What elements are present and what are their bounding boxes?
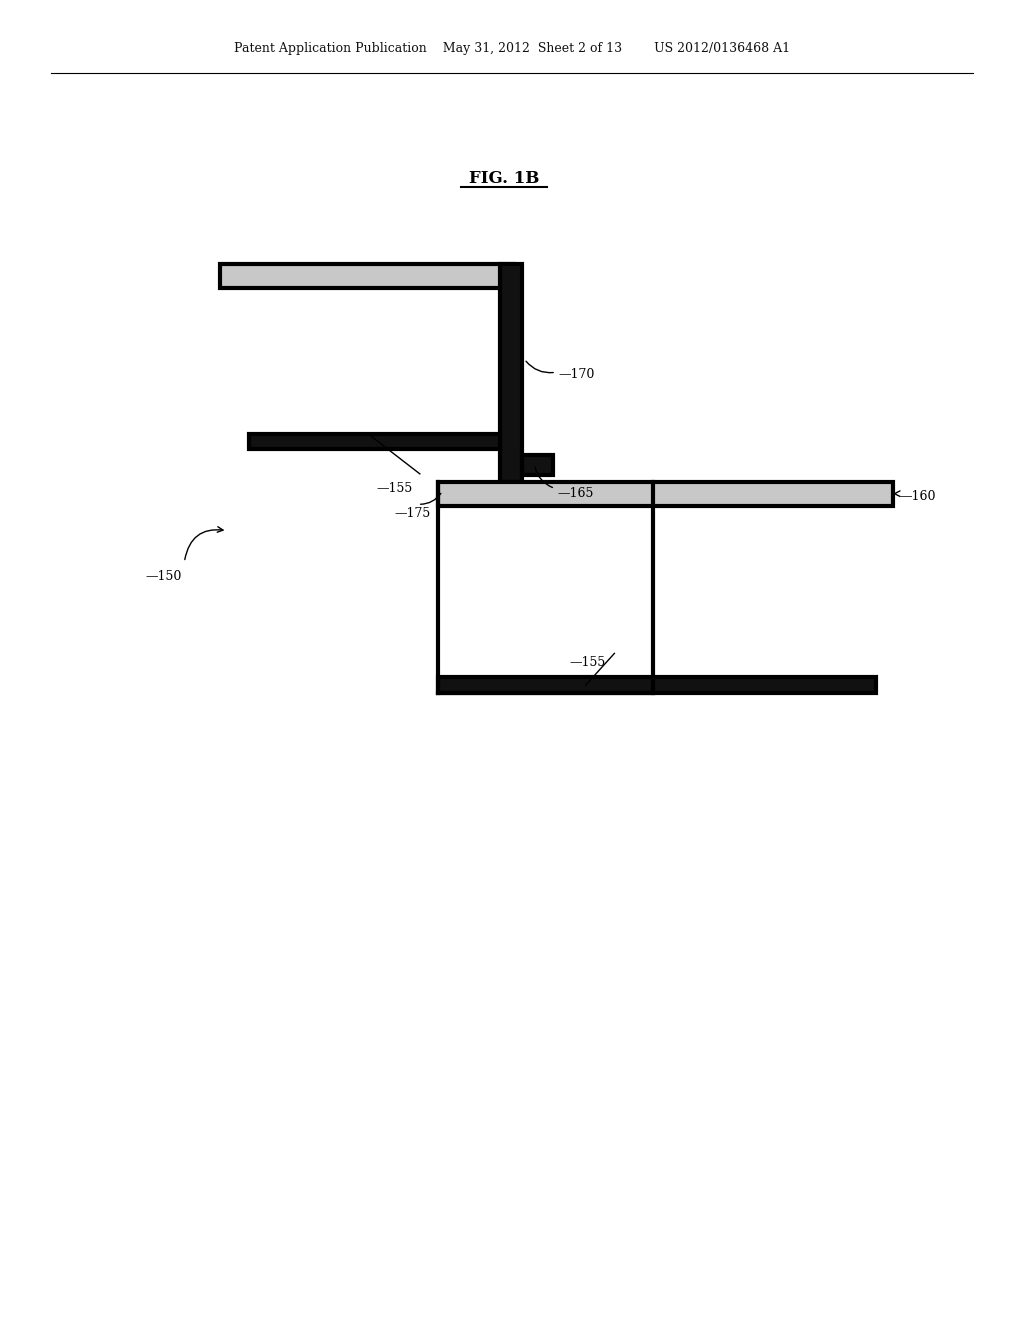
Bar bbox=[220, 264, 514, 288]
Text: FIG. 1B: FIG. 1B bbox=[469, 170, 539, 186]
Text: —155: —155 bbox=[569, 656, 605, 669]
Bar bbox=[249, 434, 500, 449]
Bar bbox=[438, 677, 876, 693]
Text: —155: —155 bbox=[377, 482, 413, 495]
Text: —150: —150 bbox=[145, 570, 182, 583]
Text: —175: —175 bbox=[394, 507, 430, 520]
Bar bbox=[500, 264, 522, 482]
Text: —165: —165 bbox=[557, 487, 594, 500]
Bar bbox=[438, 482, 893, 506]
Bar bbox=[522, 455, 553, 475]
Text: —160: —160 bbox=[899, 490, 936, 503]
Text: —170: —170 bbox=[558, 368, 595, 381]
Text: Patent Application Publication    May 31, 2012  Sheet 2 of 13        US 2012/013: Patent Application Publication May 31, 2… bbox=[233, 42, 791, 55]
